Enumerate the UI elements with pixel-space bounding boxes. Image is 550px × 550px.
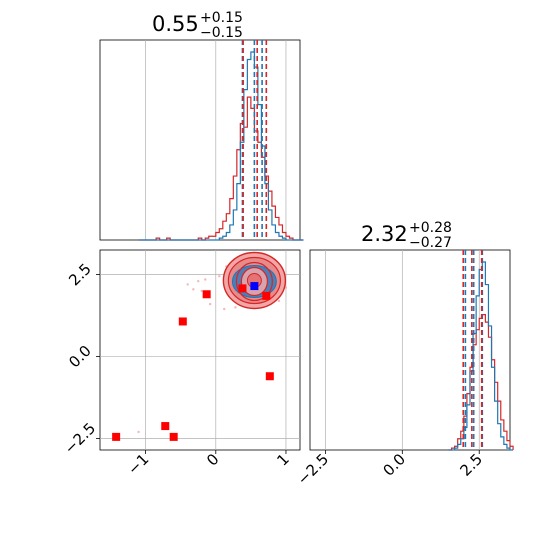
- scatter-faint-point-2: [192, 288, 195, 291]
- histogram-2-xtick-label-2: 2.5: [456, 450, 486, 480]
- scatter-faint-point-14: [200, 289, 203, 293]
- scatter-faint-point-5: [218, 275, 221, 278]
- scatter-ytick-label-2: 2.5: [65, 260, 95, 290]
- scatter-panel: −1 0 1 −2.5 0.0 2.5: [61, 249, 301, 478]
- scatter-red-marker-2: [169, 432, 178, 441]
- histogram-2-title-minus: −0.27: [409, 235, 452, 251]
- scatter-ytick-label-1: 0.0: [65, 342, 95, 372]
- scatter-red-marker-4: [202, 290, 211, 299]
- histogram-1-title-plus: +0.15: [200, 10, 243, 26]
- scatter-xtick-label-1: 0: [203, 450, 222, 469]
- scatter-red-marker-6: [262, 291, 271, 300]
- scatter-faint-point-4: [204, 278, 207, 281]
- histogram-panel-param-1: 0.55 +0.15 −0.15: [99, 10, 304, 241]
- histogram-1-blue-step: [138, 51, 304, 241]
- scatter-faint-point-0: [137, 430, 140, 434]
- scatter-ytick-label-0: −2.5: [61, 419, 99, 457]
- scatter-red-marker-0: [112, 432, 121, 441]
- histogram-2-xtick-label-0: −2.5: [294, 450, 332, 488]
- histogram-panel-param-2: −2.5 0.0 2.5 2.32 +0.28 −0.27: [294, 220, 514, 489]
- scatter-red-marker-7: [265, 372, 274, 381]
- histogram-1-title-median: 0.55: [152, 12, 199, 36]
- histogram-2-xtick-label-1: 0.0: [380, 450, 410, 480]
- contour-inner-red-1: [235, 261, 274, 302]
- histogram-2-title-median: 2.32: [361, 222, 408, 246]
- scatter-red-marker-1: [161, 422, 170, 431]
- histogram-1-title-minus: −0.15: [200, 25, 243, 41]
- scatter-xtick-label-2: 1: [273, 450, 292, 469]
- scatter-blue-marker: [250, 282, 259, 291]
- scatter-faint-point-11: [208, 302, 212, 306]
- scatter-faint-point-6: [223, 307, 226, 311]
- scatter-faint-point-10: [234, 306, 237, 309]
- scatter-faint-point-3: [197, 279, 200, 283]
- scatter-red-marker-5: [238, 284, 247, 293]
- scatter-faint-point-8: [284, 286, 288, 289]
- scatter-faint-point-1: [186, 283, 189, 286]
- histogram-2-title-plus: +0.28: [409, 220, 452, 236]
- scatter-xtick-label-0: −1: [124, 450, 152, 478]
- scatter-red-marker-3: [178, 317, 187, 326]
- scatter-faint-point-12: [277, 299, 281, 303]
